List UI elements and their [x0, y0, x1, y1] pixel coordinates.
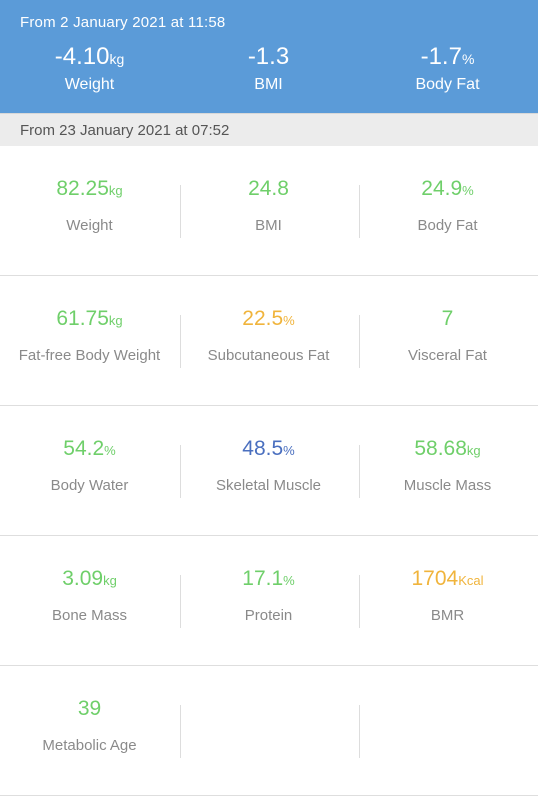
metric-value: 58.68kg — [414, 437, 481, 460]
metric-metabolic-age[interactable]: 39 Metabolic Age — [0, 666, 179, 796]
metric-label: Protein — [244, 607, 293, 624]
metric-value: 1704Kcal — [411, 567, 484, 590]
metric-label: Weight — [66, 217, 113, 234]
metric-value: 24.8 — [248, 177, 289, 200]
metric-bmi[interactable]: 24.8 BMI — [179, 146, 358, 276]
metric-label: Muscle Mass — [403, 477, 492, 494]
column-divider — [359, 315, 360, 368]
metric-value: 48.5% — [242, 437, 295, 460]
summary-bmi-label: BMI — [254, 76, 283, 93]
metric-label: Fat-free Body Weight — [18, 347, 161, 364]
column-divider — [180, 445, 181, 498]
metric-bmr[interactable]: 1704Kcal BMR — [358, 536, 537, 666]
metric-subcutaneous-fat[interactable]: 22.5% Subcutaneous Fat — [179, 276, 358, 406]
column-divider — [180, 705, 181, 758]
metric-label: Body Water — [50, 477, 129, 494]
metrics-row: 39 Metabolic Age — [0, 666, 538, 796]
change-summary-header: From 2 January 2021 at 11:58 -4.10kg Wei… — [0, 0, 538, 113]
summary-bmi: -1.3 BMI — [179, 42, 358, 96]
metric-protein[interactable]: 17.1% Protein — [179, 536, 358, 666]
metrics-row: 82.25kg Weight 24.8 BMI 24.9% Body Fat — [0, 146, 538, 276]
summary-weight: -4.10kg Weight — [0, 42, 179, 96]
column-divider — [180, 185, 181, 238]
column-divider — [359, 185, 360, 238]
metric-value: 22.5% — [242, 307, 295, 330]
metric-label: BMR — [430, 607, 465, 624]
metric-label: Bone Mass — [51, 607, 128, 624]
metric-value: 7 — [441, 307, 454, 330]
summary-weight-value: -4.10kg — [54, 43, 125, 70]
metric-label: Visceral Fat — [408, 347, 487, 364]
measurement-date-bar: From 23 January 2021 at 07:52 — [0, 113, 538, 146]
metric-fat-free-body-weight[interactable]: 61.75kg Fat-free Body Weight — [0, 276, 179, 406]
metric-value: 3.09kg — [62, 567, 117, 590]
metric-value: 61.75kg — [56, 307, 123, 330]
metric-label: Subcutaneous Fat — [207, 347, 330, 364]
summary-bmi-value: -1.3 — [247, 43, 290, 70]
column-divider — [359, 445, 360, 498]
summary-body-fat: -1.7% Body Fat — [358, 42, 537, 96]
summary-weight-label: Weight — [64, 76, 115, 93]
metric-value: 54.2% — [63, 437, 116, 460]
metric-muscle-mass[interactable]: 58.68kg Muscle Mass — [358, 406, 537, 536]
metric-label: BMI — [255, 217, 282, 234]
metric-body-water[interactable]: 54.2% Body Water — [0, 406, 179, 536]
metric-value: 82.25kg — [56, 177, 123, 200]
metric-value: 39 — [77, 697, 102, 720]
metric-bone-mass[interactable]: 3.09kg Bone Mass — [0, 536, 179, 666]
metric-value: 17.1% — [242, 567, 295, 590]
metric-visceral-fat[interactable]: 7 Visceral Fat — [358, 276, 537, 406]
summary-body-fat-value: -1.7% — [420, 43, 475, 70]
metric-label: Skeletal Muscle — [215, 477, 322, 494]
metrics-row: 3.09kg Bone Mass 17.1% Protein 1704Kcal BMR — [0, 536, 538, 666]
metric-value: 24.9% — [421, 177, 474, 200]
metric-label: Metabolic Age — [42, 737, 137, 754]
metric-weight[interactable]: 82.25kg Weight — [0, 146, 179, 276]
metrics-row: 61.75kg Fat-free Body Weight 22.5% Subcutan… — [0, 276, 538, 406]
column-divider — [180, 315, 181, 368]
metric-body-fat[interactable]: 24.9% Body Fat — [358, 146, 537, 276]
summary-since-text: From 2 January 2021 at 11:58 — [20, 14, 226, 31]
summary-body-fat-label: Body Fat — [415, 76, 480, 93]
metric-skeletal-muscle[interactable]: 48.5% Skeletal Muscle — [179, 406, 358, 536]
column-divider — [180, 575, 181, 628]
column-divider — [359, 705, 360, 758]
metrics-row: 54.2% Body Water 48.5% Skeletal Muscle 58.68… — [0, 406, 538, 536]
metric-label: Body Fat — [417, 217, 478, 234]
column-divider — [359, 575, 360, 628]
